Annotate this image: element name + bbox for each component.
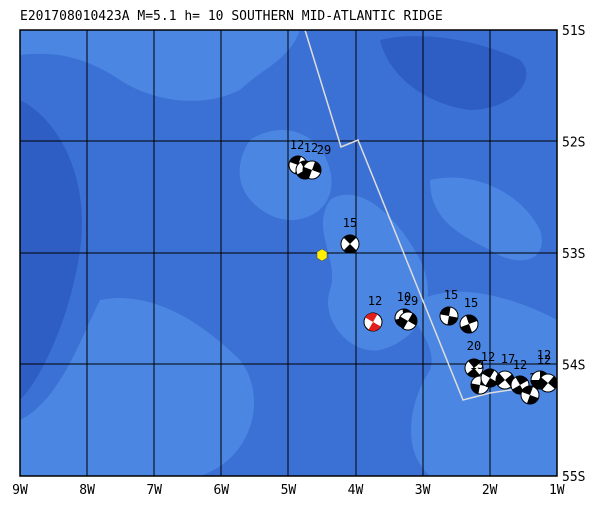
depth-label: 12 — [481, 350, 495, 364]
beachball-quadrant — [303, 166, 312, 179]
beachball-quadrant — [408, 313, 417, 326]
focal-mechanism: 29 — [302, 143, 331, 180]
beachball-quadrant — [531, 380, 540, 389]
depth-label: 12 — [513, 358, 527, 372]
beachball-quadrant — [440, 306, 451, 316]
depth-label: 12 — [304, 141, 318, 155]
bathymetry — [20, 30, 557, 476]
beachball-quadrant — [467, 368, 480, 378]
axes: 9W 8W 7W 6W 5W 4W 3W 2W 1W 51S 52S 53S 54S 55S — [12, 24, 585, 498]
depth-label: 15 — [464, 296, 478, 310]
beachball-quadrant — [539, 377, 548, 390]
beachball-quadrant — [485, 378, 498, 387]
depth-label: 29 — [404, 294, 418, 308]
plate-boundary — [304, 29, 558, 401]
beachball-quadrant — [289, 156, 302, 165]
x-axis-label: 8W — [79, 483, 95, 498]
beachball-quadrant — [495, 373, 505, 386]
beachball-quadrant — [515, 375, 528, 385]
depth-label: 20 — [467, 339, 481, 353]
focal-mechanism: 15 — [340, 216, 360, 254]
x-axis-label: 4W — [348, 483, 364, 498]
beachball-quadrant — [343, 244, 357, 253]
focal-mechanism: 20 — [464, 339, 484, 378]
events: 1212291512102915152013121712151212 — [288, 138, 558, 405]
beachball-quadrant — [526, 395, 539, 404]
depth-label: 12 — [368, 294, 382, 308]
beachball-quadrant — [368, 322, 381, 331]
y-axis-label: 54S — [562, 359, 585, 374]
x-axis-label: 5W — [281, 483, 297, 498]
beachball-quadrant — [399, 316, 408, 329]
beachball-quadrant — [482, 369, 495, 378]
beachball-quadrant — [465, 315, 478, 324]
y-axis-label: 53S — [562, 247, 585, 262]
depth-label: 12 — [537, 348, 551, 362]
beachball-quadrant — [470, 383, 480, 394]
depth-label: 15 — [444, 288, 458, 302]
x-axis-label: 9W — [12, 483, 28, 498]
depth-label: 17 — [501, 352, 515, 366]
beachball-quadrant — [343, 234, 357, 244]
y-axis-label: 55S — [562, 470, 585, 485]
focal-mechanism: 15 — [439, 288, 459, 326]
x-axis-label: 7W — [146, 483, 162, 498]
depth-label: 10 — [397, 290, 411, 304]
map-frame — [19, 29, 558, 477]
beachball-quadrant — [521, 386, 534, 395]
y-axis-label: 51S — [562, 24, 585, 39]
depth-label: 13 — [470, 358, 484, 372]
x-axis-label: 6W — [213, 483, 229, 498]
beachball-quadrant — [548, 376, 558, 389]
beachball-quadrant — [312, 161, 321, 174]
depth-label: 29 — [317, 143, 331, 157]
x-axis-label: 3W — [415, 483, 431, 498]
focal-mechanism: 12 — [363, 294, 383, 332]
epicenter — [316, 248, 328, 262]
beachball-quadrant — [365, 313, 378, 322]
focal-mechanism: 12 — [537, 348, 558, 393]
x-axis-label: 2W — [482, 483, 498, 498]
focal-mechanism: 12 — [480, 350, 500, 388]
depth-label: 12 — [537, 353, 551, 367]
beachball-quadrant — [460, 324, 473, 333]
y-axis-label: 52S — [562, 136, 585, 151]
depth-label: 15 — [343, 216, 357, 230]
focal-mechanism: 15 — [459, 296, 479, 334]
x-axis-label: 1W — [549, 483, 565, 498]
beachball-quadrant — [447, 316, 458, 326]
depth-label: 12 — [290, 138, 304, 152]
beachball-quadrant — [468, 358, 481, 368]
map-title: E201708010423A M=5.1 h= 10 SOUTHERN MID-… — [20, 9, 443, 24]
focal-mechanism: 29 — [398, 294, 418, 331]
